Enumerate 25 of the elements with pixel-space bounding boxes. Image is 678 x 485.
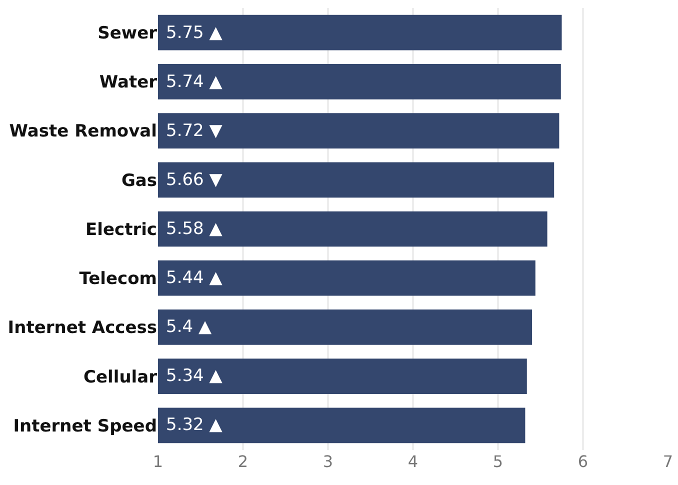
x-tick-label: 5 [492, 452, 504, 471]
data-label: 5.66 ▼ [166, 170, 224, 190]
y-tick-label: Cellular [84, 367, 158, 388]
data-label: 5.74 ▲ [166, 72, 224, 92]
x-tick-label: 6 [578, 452, 588, 471]
data-label: 5.75 ▲ [166, 23, 224, 43]
x-tick-label: 2 [238, 452, 248, 471]
x-tick-label: 1 [152, 452, 164, 471]
data-label: 5.32 ▲ [166, 415, 224, 435]
y-tick-label: Waste Removal [9, 122, 157, 142]
x-tick-label: 3 [322, 452, 334, 471]
data-label: 5.72 ▼ [166, 121, 224, 141]
x-tick-label: 4 [408, 452, 418, 471]
y-tick-label: Sewer [98, 24, 158, 44]
y-tick-label: Water [99, 72, 158, 93]
data-label: 5.4 ▲ [166, 317, 212, 337]
y-tick-label: Internet Access [8, 318, 157, 338]
y-tick-label: Electric [86, 220, 157, 240]
data-label: 5.34 ▲ [166, 366, 224, 386]
y-tick-label: Gas [121, 170, 157, 191]
y-tick-label: Internet Speed [13, 416, 157, 436]
x-tick-label: 7 [662, 452, 674, 471]
data-label: 5.58 ▲ [166, 219, 224, 239]
data-label: 5.44 ▲ [166, 268, 224, 288]
y-tick-label: Telecom [79, 269, 157, 290]
